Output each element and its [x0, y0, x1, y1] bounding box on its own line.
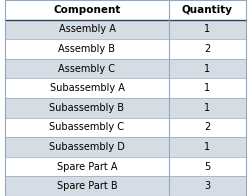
Bar	[5, 137, 245, 157]
Text: 1: 1	[204, 83, 210, 93]
Bar	[5, 157, 245, 176]
Text: Subassembly C: Subassembly C	[49, 122, 124, 132]
Text: 2: 2	[204, 122, 210, 132]
Bar	[5, 78, 245, 98]
Text: Spare Part B: Spare Part B	[56, 181, 117, 191]
Text: Assembly A: Assembly A	[58, 24, 115, 34]
Text: 3: 3	[204, 181, 210, 191]
Text: 1: 1	[204, 103, 210, 113]
Bar	[5, 20, 245, 39]
Text: Component: Component	[53, 5, 120, 15]
Text: 1: 1	[204, 24, 210, 34]
Text: Quantity: Quantity	[181, 5, 232, 15]
Bar	[5, 98, 245, 118]
Bar	[5, 118, 245, 137]
Text: Assembly C: Assembly C	[58, 64, 115, 74]
Bar	[5, 59, 245, 78]
Bar	[5, 0, 245, 20]
Text: 2: 2	[204, 44, 210, 54]
Text: Subassembly D: Subassembly D	[49, 142, 124, 152]
Text: Subassembly A: Subassembly A	[49, 83, 124, 93]
Bar	[5, 39, 245, 59]
Text: 5: 5	[204, 162, 210, 172]
Text: Assembly B: Assembly B	[58, 44, 115, 54]
Bar	[5, 176, 245, 196]
Text: 1: 1	[204, 142, 210, 152]
Text: Spare Part A: Spare Part A	[56, 162, 117, 172]
Text: Subassembly B: Subassembly B	[49, 103, 124, 113]
Text: 1: 1	[204, 64, 210, 74]
